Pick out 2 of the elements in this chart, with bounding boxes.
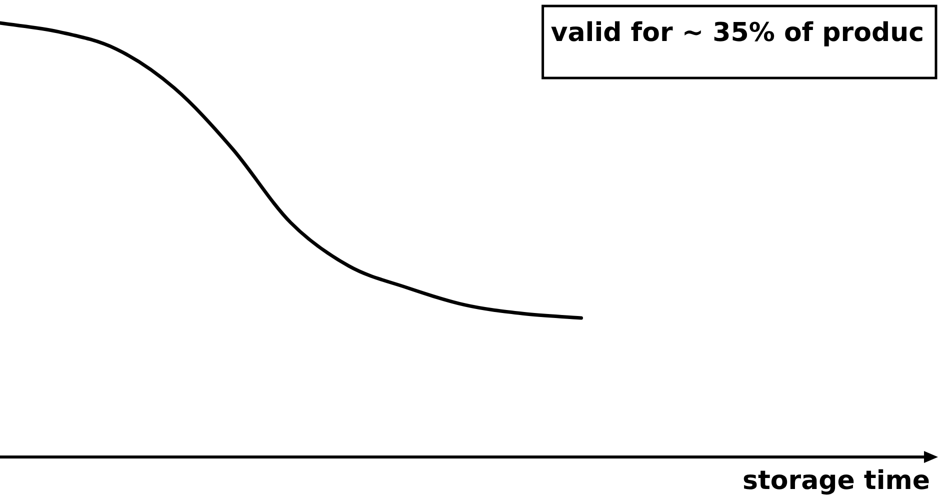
- x-axis-title: storage time: [742, 466, 930, 496]
- annotation: valid for ~ 35% of produc: [550, 18, 924, 48]
